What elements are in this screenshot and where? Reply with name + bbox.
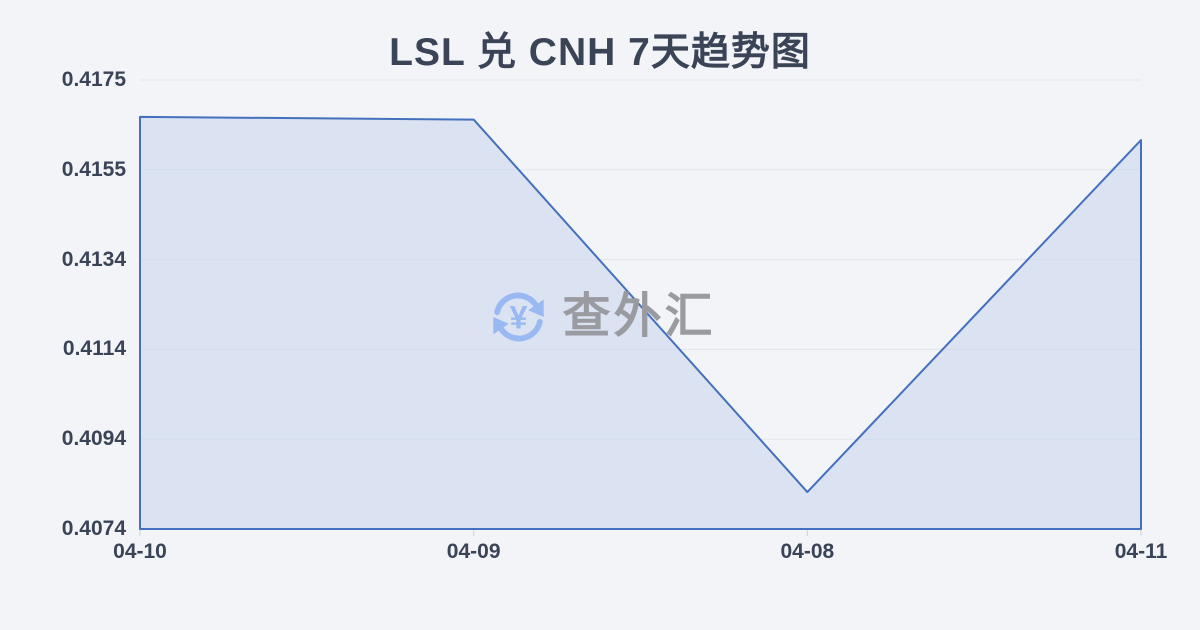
x-axis-tick-label: 04-11 xyxy=(1114,540,1168,563)
y-axis-tick-label: 0.4074 xyxy=(61,517,126,540)
yuan-symbol: ¥ xyxy=(510,300,528,336)
watermark: ¥ 查外汇 xyxy=(484,285,715,349)
y-axis-tick-label: 0.4094 xyxy=(61,427,126,451)
x-axis-tick-label: 04-09 xyxy=(446,540,501,563)
y-axis-tick-label: 0.4175 xyxy=(61,68,126,91)
x-axis-tick-label: 04-10 xyxy=(113,540,167,563)
watermark-text: 查外汇 xyxy=(562,290,716,343)
chart-title: LSL 兑 CNH 7天趋势图 xyxy=(389,31,811,74)
x-axis-tick-label: 04-08 xyxy=(780,540,835,563)
area-fill xyxy=(140,116,1141,530)
currency-exchange-refresh-icon: ¥ xyxy=(493,292,544,342)
y-axis-tick-label: 0.4134 xyxy=(61,247,126,271)
trend-line xyxy=(139,115,1142,530)
y-axis-tick-label: 0.4114 xyxy=(62,337,126,361)
y-axis-tick-label: 0.4155 xyxy=(61,157,126,181)
